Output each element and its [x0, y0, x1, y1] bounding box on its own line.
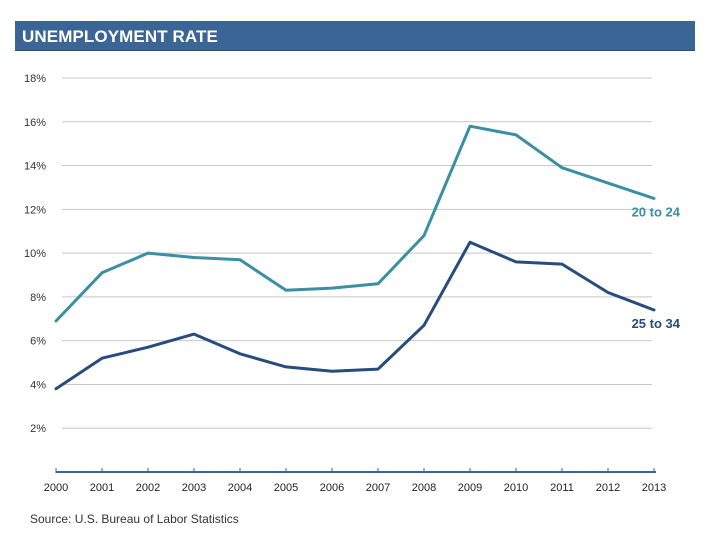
x-tick-label: 2003	[182, 482, 206, 494]
x-tick-label: 2006	[320, 482, 344, 494]
x-tick-label: 2013	[642, 482, 666, 494]
chart-title: UNEMPLOYMENT RATE	[22, 27, 218, 46]
series-line-25-to-34	[54, 240, 656, 391]
y-tick-label: 18%	[24, 73, 46, 85]
x-tick-label: 2011	[550, 482, 574, 494]
y-tick-label: 12%	[24, 204, 46, 216]
x-tick-label: 2012	[596, 482, 620, 494]
x-tick-label: 2008	[412, 482, 436, 494]
x-tick-label: 2001	[90, 482, 114, 494]
source-note: Source: U.S. Bureau of Labor Statistics	[30, 512, 239, 526]
y-tick-label: 6%	[30, 336, 46, 348]
x-tick-label: 2010	[504, 482, 528, 494]
y-tick-label: 14%	[24, 161, 46, 173]
x-tick-label: 2004	[228, 482, 252, 494]
x-tick-label: 2002	[136, 482, 160, 494]
y-tick-label: 4%	[30, 379, 46, 391]
x-tick-label: 2007	[366, 482, 390, 494]
y-tick-label: 16%	[24, 117, 46, 129]
y-tick-label: 8%	[30, 292, 46, 304]
y-tick-label: 2%	[30, 423, 46, 435]
series-label-20-to-24: 20 to 24	[632, 204, 681, 219]
chart-header-bar: UNEMPLOYMENT RATE	[15, 21, 695, 51]
x-tick-label: 2009	[458, 482, 482, 494]
x-tick-label: 2000	[44, 482, 68, 494]
series-label-25-to-34: 25 to 34	[632, 316, 681, 331]
y-tick-label: 10%	[24, 248, 46, 260]
series-line-20-to-24	[54, 124, 656, 323]
x-tick-label: 2005	[274, 482, 298, 494]
